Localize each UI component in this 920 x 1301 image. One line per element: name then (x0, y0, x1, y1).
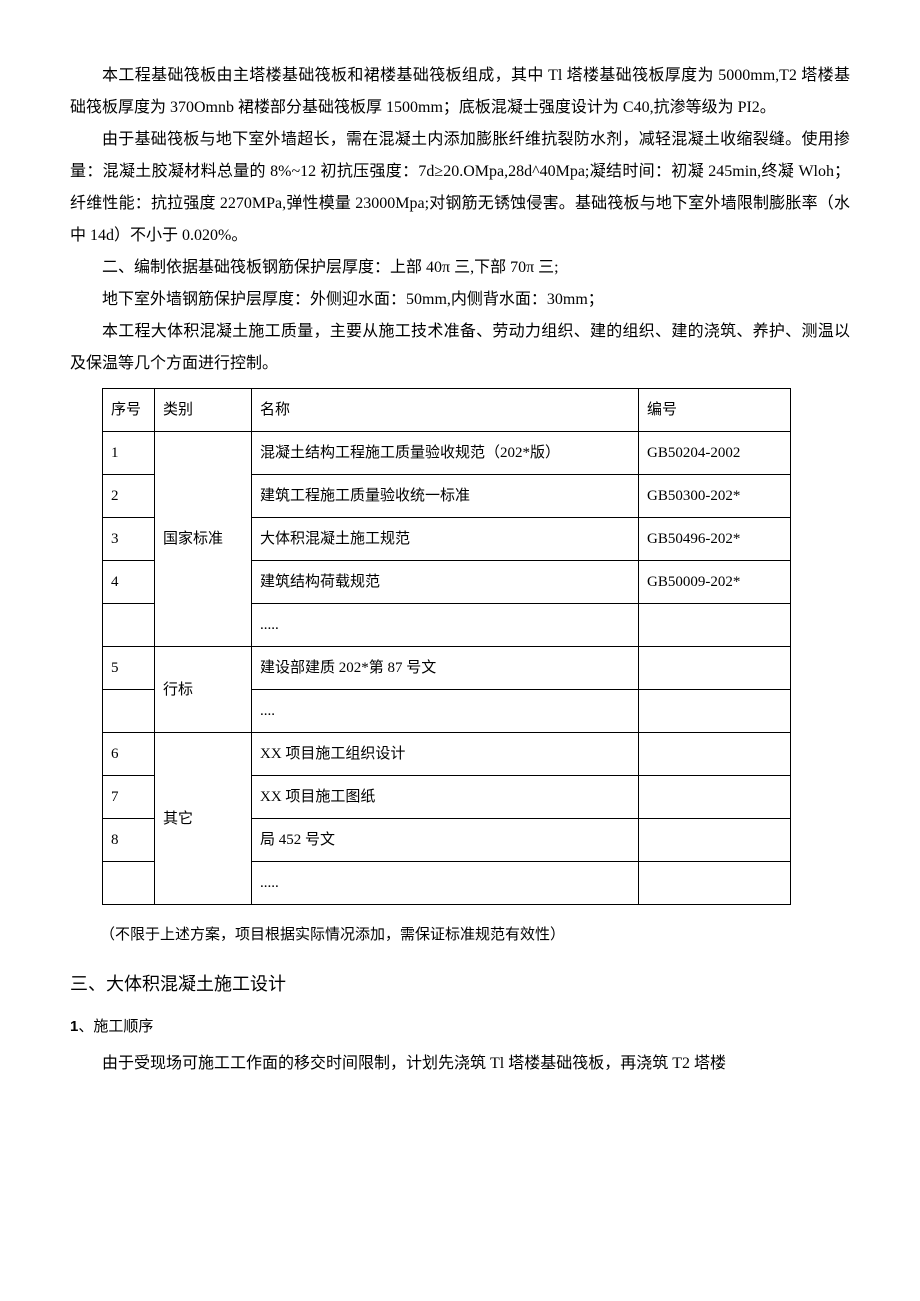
cell-code: GB50009-202* (639, 561, 791, 604)
cell-seq: 1 (103, 432, 155, 475)
table-header-row: 序号 类别 名称 编号 (103, 389, 791, 432)
table-row: 6 其它 XX 项目施工组织设计 (103, 733, 791, 776)
section-3-heading: 三、大体积混凝土施工设计 (70, 966, 850, 1002)
cell-code (639, 862, 791, 905)
cell-name: 建筑结构荷载规范 (252, 561, 639, 604)
cell-category-other: 其它 (155, 733, 252, 905)
paragraph-last: 由于受现场可施工工作面的移交时间限制，计划先浇筑 Tl 塔楼基础筏板，再浇筑 T… (70, 1048, 850, 1080)
cell-seq: 5 (103, 647, 155, 690)
cell-name: ..... (252, 862, 639, 905)
header-code: 编号 (639, 389, 791, 432)
cell-name: XX 项目施工组织设计 (252, 733, 639, 776)
cell-code: GB50496-202* (639, 518, 791, 561)
cell-seq (103, 690, 155, 733)
cell-category-industry: 行标 (155, 647, 252, 733)
cell-seq: 7 (103, 776, 155, 819)
cell-name: 大体积混凝土施工规范 (252, 518, 639, 561)
cell-seq: 6 (103, 733, 155, 776)
cell-name: ..... (252, 604, 639, 647)
cell-seq (103, 862, 155, 905)
standards-table: 序号 类别 名称 编号 1 国家标准 混凝土结构工程施工质量验收规范（202*版… (102, 388, 791, 905)
table-row: 1 国家标准 混凝土结构工程施工质量验收规范（202*版） GB50204-20… (103, 432, 791, 475)
cell-name: 混凝土结构工程施工质量验收规范（202*版） (252, 432, 639, 475)
cell-seq: 2 (103, 475, 155, 518)
cell-code (639, 604, 791, 647)
cell-category-national: 国家标准 (155, 432, 252, 647)
cell-seq: 4 (103, 561, 155, 604)
paragraph-section2-line3: 本工程大体积混凝土施工质量，主要从施工技术准备、劳动力组织、建的组织、建的浇筑、… (70, 316, 850, 380)
paragraph-section2-line2: 地下室外墙钢筋保护层厚度：外侧迎水面：50mm,内侧背水面：30mm； (70, 284, 850, 316)
cell-seq (103, 604, 155, 647)
cell-code (639, 733, 791, 776)
cell-name: 局 452 号文 (252, 819, 639, 862)
paragraph-intro-2: 由于基础筏板与地下室外墙超长，需在混凝土内添加膨胀纤维抗裂防水剂，减轻混凝土收缩… (70, 124, 850, 252)
cell-code: GB50204-2002 (639, 432, 791, 475)
header-name: 名称 (252, 389, 639, 432)
table-row: 5 行标 建设部建质 202*第 87 号文 (103, 647, 791, 690)
cell-seq: 8 (103, 819, 155, 862)
cell-code (639, 776, 791, 819)
subsection-1-heading: 1、施工顺序 (70, 1012, 850, 1042)
cell-name: XX 项目施工图纸 (252, 776, 639, 819)
paragraph-intro-1: 本工程基础筏板由主塔楼基础筏板和裙楼基础筏板组成，其中 Tl 塔楼基础筏板厚度为… (70, 60, 850, 124)
cell-name: .... (252, 690, 639, 733)
subsection-title: 、施工顺序 (78, 1019, 153, 1035)
cell-code: GB50300-202* (639, 475, 791, 518)
cell-name: 建设部建质 202*第 87 号文 (252, 647, 639, 690)
table-footnote: （不限于上述方案，项目根据实际情况添加，需保证标准规范有效性） (100, 920, 850, 950)
cell-name: 建筑工程施工质量验收统一标准 (252, 475, 639, 518)
cell-code (639, 819, 791, 862)
header-seq: 序号 (103, 389, 155, 432)
header-category: 类别 (155, 389, 252, 432)
cell-code (639, 647, 791, 690)
paragraph-section2-line1: 二、编制依据基础筏板钢筋保护层厚度：上部 40π 三,下部 70π 三; (70, 252, 850, 284)
cell-code (639, 690, 791, 733)
cell-seq: 3 (103, 518, 155, 561)
